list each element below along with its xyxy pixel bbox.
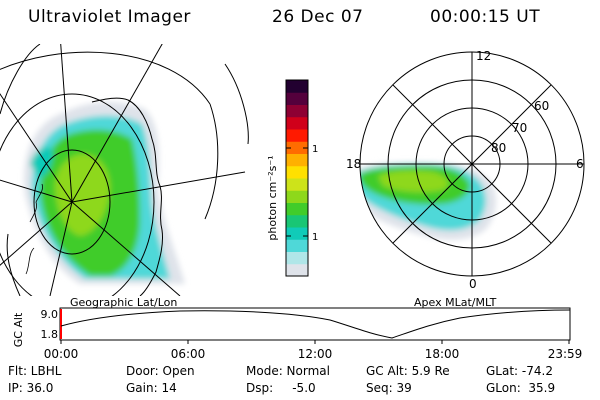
gain-info: Gain: 14 <box>126 381 177 395</box>
altitude-timeline: GC Alt 9.0 1.8 00:00 06:00 12:00 18:00 2… <box>12 307 583 361</box>
time-label: 00:00:15 UT <box>430 7 541 27</box>
apex-panel-label: Apex MLat/MLT <box>414 296 497 309</box>
seq-info: Seq: 39 <box>366 381 412 395</box>
coastline <box>91 97 163 296</box>
colorbar-segment <box>286 227 308 240</box>
geographic-panel-label: Geographic Lat/Lon <box>70 296 178 309</box>
gc-alt-info: GC Alt: 5.9 Re <box>366 364 450 378</box>
mlat-label-60: 60 <box>534 99 549 113</box>
colorbar-segment <box>286 251 308 265</box>
colorbar-segment <box>286 202 308 216</box>
mlt-label-18: 18 <box>346 157 361 171</box>
ip-info: IP: 36.0 <box>8 381 54 395</box>
colorbar-segment <box>286 239 308 252</box>
dsp-info: Dsp: -5.0 <box>246 381 316 395</box>
mlat-label-70: 70 <box>512 121 527 135</box>
door-info: Door: Open <box>126 364 195 378</box>
geographic-map <box>0 44 249 296</box>
colorbar-segment <box>286 141 308 154</box>
colorbar-tick-100: 100 <box>312 144 318 155</box>
map-grid <box>0 44 249 296</box>
filter-info: Flt: LBHL <box>8 364 62 378</box>
mlt-label-12: 12 <box>476 49 491 63</box>
glat-info: GLat: -74.2 <box>486 364 553 378</box>
colorbar-tick-10: 10 <box>312 232 318 243</box>
aurora-image-geographic <box>24 102 185 285</box>
colorbar: 100 10 photon cm⁻²s⁻¹ <box>266 79 318 277</box>
colorbar-unit-label: photon cm⁻²s⁻¹ <box>266 155 279 240</box>
date-label: 26 Dec 07 <box>272 7 364 27</box>
colorbar-segment <box>286 153 308 167</box>
colorbar-segment <box>286 263 308 277</box>
timeline-x-tick-1200: 12:00 <box>298 347 333 361</box>
colorbar-segment <box>286 80 308 93</box>
altitude-curve <box>60 309 571 339</box>
mlat-label-80: 80 <box>491 141 506 155</box>
glon-info: GLon: 35.9 <box>486 381 556 395</box>
polar-grid <box>359 51 585 277</box>
colorbar-segment <box>286 214 308 228</box>
colorbar-segment <box>286 178 308 191</box>
timeline-x-tick-0000: 00:00 <box>44 347 79 361</box>
timeline-x-tick-0600: 06:00 <box>171 347 206 361</box>
instrument-title: Ultraviolet Imager <box>28 7 191 27</box>
colorbar-scale <box>286 80 308 277</box>
timeline-y-tick-1-8: 1.8 <box>41 328 59 341</box>
colorbar-segment <box>286 116 308 130</box>
colorbar-segment <box>286 165 308 179</box>
aurora-image-polar <box>360 162 496 240</box>
timeline-y-tick-9: 9.0 <box>41 308 59 321</box>
timeline-x-tick-2359: 23:59 <box>548 347 583 361</box>
mlt-label-0: 0 <box>469 277 477 291</box>
polar-plot: 12 18 6 0 60 70 80 <box>346 49 585 291</box>
colorbar-segment <box>286 129 308 142</box>
mlt-label-6: 6 <box>576 157 584 171</box>
colorbar-segment <box>286 190 308 203</box>
timeline-x-tick-1800: 18:00 <box>425 347 460 361</box>
colorbar-segment <box>286 104 308 118</box>
timeline-y-axis-label: GC Alt <box>12 312 25 347</box>
colorbar-segment <box>286 92 308 105</box>
mode-info: Mode: Normal <box>246 364 330 378</box>
